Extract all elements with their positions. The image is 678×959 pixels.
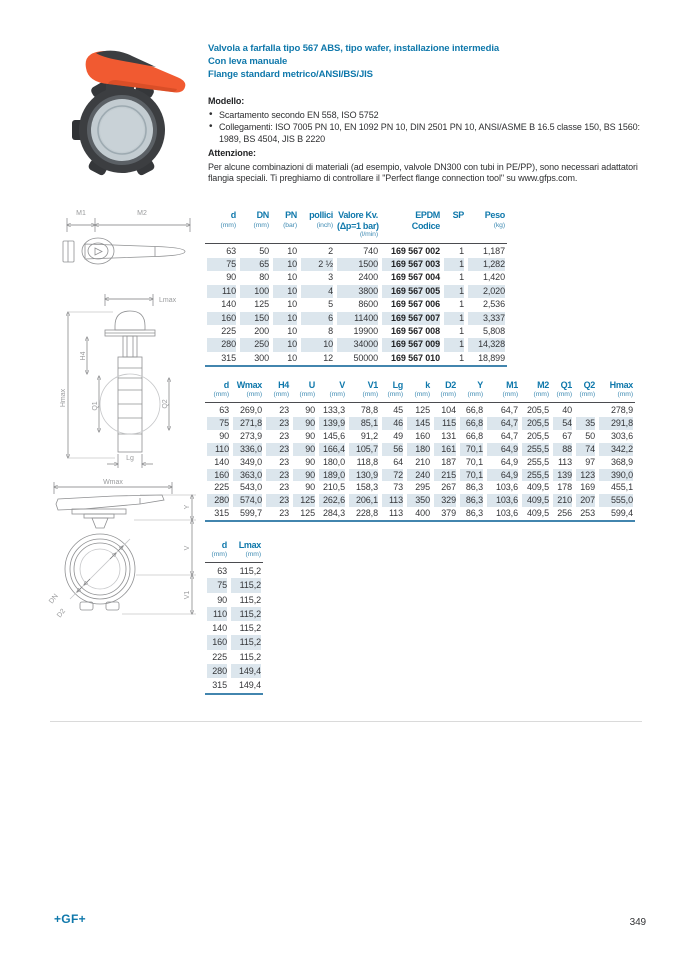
page-subtitle2: Flange standard metrico/ANSI/BS/JIS — [208, 69, 373, 80]
title-block: Valvola a farfalla tipo 567 ABS, tipo wa… — [208, 42, 658, 81]
table-row: 280 250 10 10 34000 169 567 009 1 14,328 — [205, 338, 507, 352]
table-row: 140 125 10 5 8600 169 567 006 1 2,536 — [221, 299, 505, 310]
dim-label-q1: Q1 — [92, 401, 99, 410]
modello-label: Modello: — [208, 96, 245, 106]
page-number: 349 — [629, 917, 646, 928]
table-row: 110 115,2 — [205, 606, 263, 622]
table-row: 63 115,2 — [205, 562, 263, 578]
product-photo — [72, 50, 186, 176]
table-row: 110 100 10 4 3800 169 567 005 1 2,020 — [205, 284, 507, 299]
dim-label-v: V — [184, 545, 191, 550]
dim-label-d2: D2 — [56, 608, 67, 619]
footer-divider — [50, 721, 642, 722]
table-row: 280 574,0 23 125 262,6 206,1 113 350 329 86,3 103,… — [205, 494, 635, 508]
gf-logo: +GF+ — [54, 912, 86, 926]
valve-lug — [91, 81, 110, 98]
drawing-valve-front-view: Wmax Y V V1 DN D2 — [48, 479, 196, 619]
table-row: 90 273,9 23 90 145,6 91,2 49 160 131 66,8 64,7 205,… — [219, 430, 633, 441]
table-row: 315 599,7 23 125 284,3 228,8 113 400 379 86,3 103,… — [205, 507, 635, 523]
table-row: 225 115,2 — [212, 651, 261, 662]
table-row: 315 300 10 12 50000 169 567 010 1 18,899 — [205, 352, 507, 368]
table-row: 90 80 10 3 2400 169 567 004 1 1,420 — [226, 272, 505, 283]
modello-bullet: Collegamenti: ISO 7005 PN 10, EN 1092 PN… — [208, 121, 648, 145]
table-row: 110 336,0 23 90 166,4 105,7 56 180 161 70,1 64,9 25… — [205, 442, 635, 456]
dim-label-hmax: Hmax — [60, 388, 67, 407]
drawing-lever-top-view: M1 M2 — [62, 210, 197, 265]
table-row: 160 115,2 — [205, 635, 263, 650]
table-row: 63 269,0 23 90 133,3 78,8 45 125 104 66,8 64,7 205,… — [205, 402, 635, 417]
kv-code-weight-table: d DN PN pollici Valore Kv. EPDM SP Peso (mm) (mm)… — [205, 210, 507, 368]
dim-label-wmax: Wmax — [103, 479, 123, 486]
dim-label-v1: V1 — [184, 591, 191, 600]
dim-label-m2: M2 — [137, 210, 147, 217]
dim-label-q2: Q2 — [162, 399, 169, 408]
valve-lug — [136, 159, 155, 176]
lmax-table: d Lmax (mm) (mm) 63 115,2 75 115,2 90 115,2 110 115… — [205, 540, 263, 695]
table-row: 225 543,0 23 90 210,5 158,3 73 295 267 86,3 103,6 4… — [214, 482, 633, 493]
dim-label-lmax: Lmax — [159, 297, 177, 304]
page-title: Valvola a farfalla tipo 567 ABS, tipo wa… — [208, 43, 500, 54]
attenzione-label: Attenzione: — [208, 148, 256, 158]
modello-section: Modello: Scartamento secondo EN 558, ISO… — [208, 96, 648, 146]
drawing-valve-side-view: Lmax Hmax H4 Q1 Q2 Lg — [60, 294, 177, 468]
table-row: 315 149,4 — [205, 678, 263, 695]
table-row: 140 115,2 — [212, 623, 261, 634]
dim-label-h4: H4 — [80, 351, 87, 360]
dim-label-y: Y — [184, 504, 191, 509]
attenzione-text: Per alcune combinazioni di materiali (ad… — [208, 161, 638, 184]
modello-bullet: Scartamento secondo EN 558, ISO 5752 — [208, 109, 648, 122]
table-row: 90 115,2 — [217, 594, 261, 605]
table-row: 75 115,2 — [205, 578, 263, 593]
dim-label-lg: Lg — [126, 455, 134, 462]
lever-top-pad — [96, 50, 156, 67]
table-row: 160 150 10 6 11400 169 567 007 1 3,337 — [205, 311, 507, 325]
table-row: 225 200 10 8 19900 169 567 008 1 5,808 — [221, 325, 505, 336]
table-row: 63 50 10 2 740 169 567 002 1 1,187 — [205, 242, 507, 258]
table-row: 75 65 10 2 ½ 1500 169 567 003 1 1,282 — [205, 257, 507, 272]
valve-lug — [88, 159, 107, 176]
dim-label-m1: M1 — [76, 210, 86, 217]
page-subtitle: Con leva manuale — [208, 56, 288, 67]
modello-bullets: Scartamento secondo EN 558, ISO 5752 Col… — [208, 109, 648, 146]
table-row: 140 349,0 23 90 180,0 118,8 64 210 187 70,1 64,9 25… — [214, 456, 633, 467]
attenzione-section: Attenzione: Per alcune combinazioni di m… — [208, 148, 640, 185]
table-row: 280 149,4 — [205, 664, 263, 679]
table-row: 75 271,8 23 90 139,9 85,1 46 145 115 66,8 64,7 205,… — [205, 416, 635, 430]
dimensions-table: d Wmax H4 U V V1 Lg k D2 Y M1 M2 Q1 Q2 Hmax (mm) (mm) (mm… — [205, 380, 635, 523]
table-row: 160 363,0 23 90 189,0 130,9 72 240 215 70,1 64,9 25… — [205, 468, 635, 482]
dim-label-dn: DN — [48, 593, 60, 605]
